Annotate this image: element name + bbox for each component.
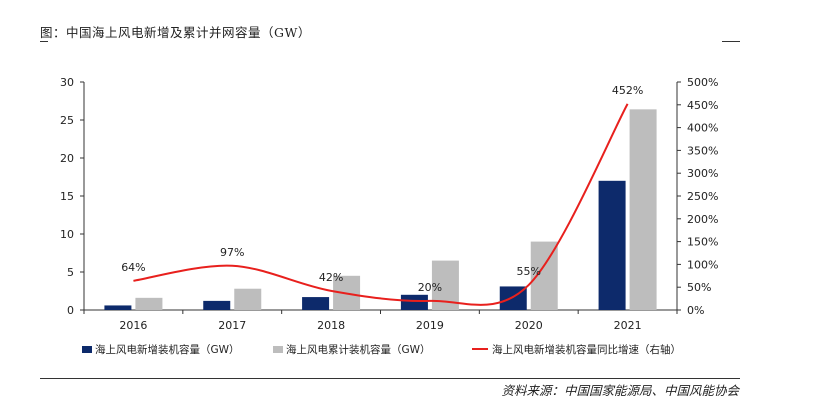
growth-rate-label: 20% bbox=[418, 281, 442, 294]
figure-caption: 图：中国海上风电新增及累计并网容量（GW） bbox=[40, 25, 311, 40]
x-tick-label: 2018 bbox=[317, 319, 345, 332]
caption-rule-left bbox=[40, 41, 48, 42]
x-tick-label: 2019 bbox=[416, 319, 444, 332]
y-left-tick-label: 25 bbox=[60, 114, 74, 127]
y-left-tick-label: 15 bbox=[60, 190, 74, 203]
bar-cumulative-capacity bbox=[629, 109, 657, 310]
bar-new-capacity bbox=[400, 294, 428, 310]
footer-rule bbox=[40, 378, 740, 379]
legend-label: 海上风电累计装机容量（GW） bbox=[286, 343, 431, 356]
y-left-tick-label: 0 bbox=[67, 304, 74, 317]
y-left-tick-label: 30 bbox=[60, 76, 74, 89]
y-right-tick-label: 500% bbox=[687, 76, 718, 89]
y-right-tick-label: 300% bbox=[687, 167, 718, 180]
y-right-tick-label: 100% bbox=[687, 258, 718, 271]
bar-new-capacity bbox=[104, 305, 132, 310]
x-tick-label: 2020 bbox=[515, 319, 543, 332]
growth-rate-label: 452% bbox=[612, 84, 643, 97]
y-left-tick-label: 20 bbox=[60, 152, 74, 165]
chart-line bbox=[133, 103, 629, 306]
y-right-tick-label: 150% bbox=[687, 236, 718, 249]
growth-rate-line bbox=[133, 103, 629, 306]
bar-new-capacity bbox=[598, 180, 626, 310]
growth-rate-label: 97% bbox=[220, 246, 244, 259]
y-right-tick-label: 350% bbox=[687, 144, 718, 157]
legend-label: 海上风电新增装机容量（GW） bbox=[95, 343, 240, 356]
source-note: 资料来源：中国国家能源局、中国风能协会 bbox=[501, 383, 739, 398]
growth-rate-label: 64% bbox=[121, 261, 145, 274]
growth-rate-label: 55% bbox=[517, 265, 541, 278]
y-left-tick-label: 5 bbox=[67, 266, 74, 279]
y-right-tick-label: 50% bbox=[687, 281, 711, 294]
chart-bars bbox=[104, 109, 657, 310]
y-left-tick-label: 10 bbox=[60, 228, 74, 241]
x-tick-label: 2021 bbox=[614, 319, 642, 332]
y-right-tick-label: 450% bbox=[687, 99, 718, 112]
legend-label: 海上风电新增装机容量同比增速（右轴） bbox=[492, 343, 681, 356]
legend-swatch bbox=[273, 346, 283, 353]
x-tick-label: 2016 bbox=[119, 319, 147, 332]
bar-new-capacity bbox=[302, 297, 330, 310]
bar-new-capacity bbox=[203, 300, 231, 310]
chart-legend: 海上风电新增装机容量（GW） 海上风电累计装机容量（GW） 海上风电新增装机容量同比… bbox=[82, 343, 681, 356]
growth-rate-label: 42% bbox=[319, 271, 343, 284]
x-tick-label: 2017 bbox=[218, 319, 246, 332]
y-right-tick-label: 400% bbox=[687, 122, 718, 135]
chart-axes: 0510152025300%50%100%150%200%250%300%350… bbox=[60, 76, 718, 332]
caption-rule-right bbox=[722, 41, 740, 42]
y-right-tick-label: 0% bbox=[687, 304, 704, 317]
chart-data-labels: 64% 97% 42% 20% 55% 452% bbox=[121, 84, 643, 294]
y-right-tick-label: 250% bbox=[687, 190, 718, 203]
legend-swatch bbox=[82, 346, 92, 353]
bar-cumulative-capacity bbox=[234, 288, 262, 310]
bar-cumulative-capacity bbox=[135, 297, 163, 310]
y-right-tick-label: 200% bbox=[687, 213, 718, 226]
